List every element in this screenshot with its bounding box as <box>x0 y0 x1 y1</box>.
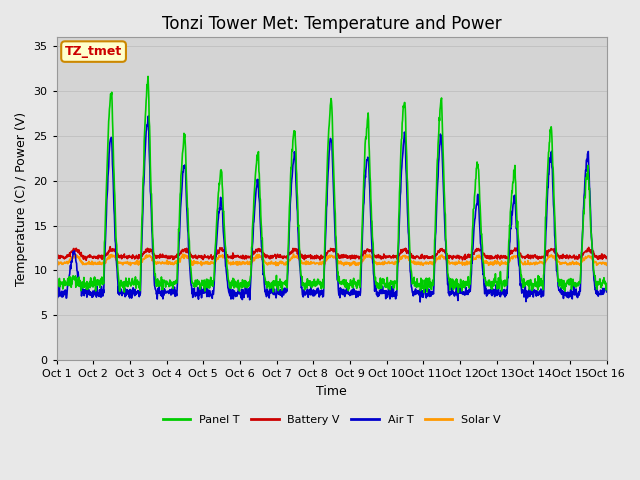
Panel T <box>538 282 546 288</box>
Solar V <box>237 259 244 265</box>
X-axis label: Time: Time <box>316 384 347 397</box>
Air T <box>490 289 497 295</box>
Battery V <box>538 254 546 260</box>
Battery V <box>176 252 184 257</box>
Battery V <box>83 257 90 263</box>
Panel T <box>420 289 428 295</box>
Title: Tonzi Tower Met: Temperature and Power: Tonzi Tower Met: Temperature and Power <box>162 15 502 33</box>
Air T <box>145 113 152 119</box>
Air T <box>237 295 244 300</box>
Solar V <box>179 251 187 257</box>
Solar V <box>162 260 170 265</box>
Legend: Panel T, Battery V, Air T, Solar V: Panel T, Battery V, Air T, Solar V <box>158 411 505 430</box>
Panel T <box>603 283 611 288</box>
Solar V <box>53 261 61 266</box>
Solar V <box>490 262 497 267</box>
Line: Air T: Air T <box>57 116 607 302</box>
Panel T <box>417 284 425 289</box>
Panel T <box>490 283 497 289</box>
Air T <box>418 288 426 294</box>
Panel T <box>237 284 244 289</box>
Battery V <box>418 255 426 261</box>
Air T <box>603 289 611 295</box>
Air T <box>416 299 424 305</box>
Solar V <box>538 259 546 265</box>
Solar V <box>603 263 611 268</box>
Air T <box>538 288 546 294</box>
Battery V <box>490 255 497 261</box>
Line: Panel T: Panel T <box>57 76 607 292</box>
Panel T <box>144 73 152 79</box>
Air T <box>53 287 61 292</box>
Battery V <box>53 255 61 261</box>
Battery V <box>603 255 611 261</box>
Battery V <box>163 255 170 261</box>
Panel T <box>175 217 183 223</box>
Air T <box>175 235 183 240</box>
Panel T <box>53 286 61 291</box>
Solar V <box>175 256 183 262</box>
Battery V <box>106 244 114 250</box>
Line: Solar V: Solar V <box>57 254 607 266</box>
Text: TZ_tmet: TZ_tmet <box>65 45 122 58</box>
Solar V <box>418 261 426 267</box>
Y-axis label: Temperature (C) / Power (V): Temperature (C) / Power (V) <box>15 112 28 286</box>
Air T <box>162 290 170 296</box>
Line: Battery V: Battery V <box>57 247 607 260</box>
Battery V <box>237 253 245 259</box>
Panel T <box>162 278 170 284</box>
Solar V <box>346 263 354 269</box>
